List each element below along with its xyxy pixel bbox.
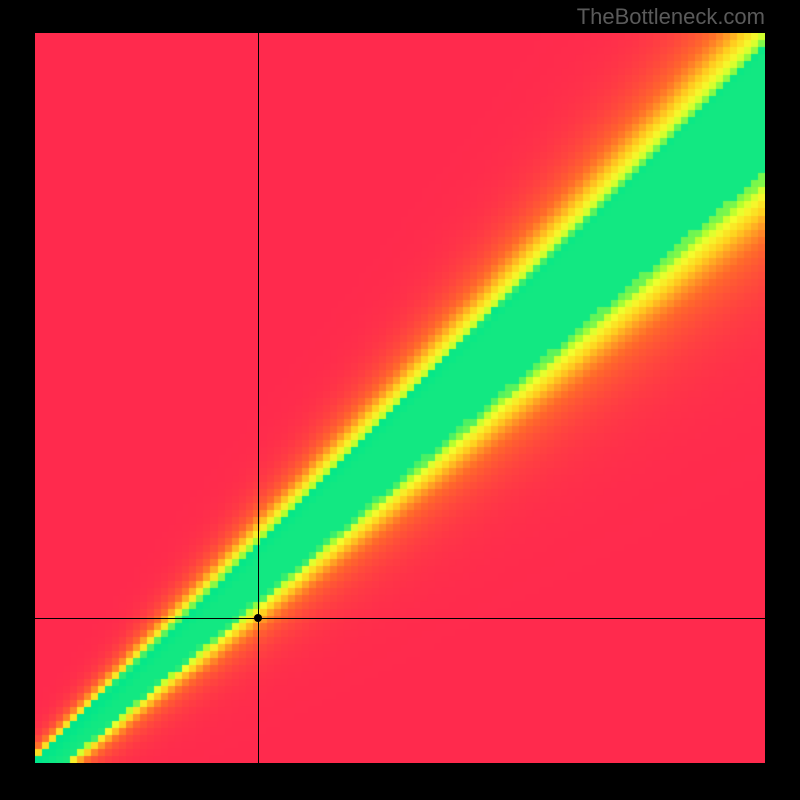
crosshair-vertical xyxy=(258,33,259,763)
plot-area xyxy=(35,33,765,763)
attribution-text: TheBottleneck.com xyxy=(577,4,765,30)
crosshair-horizontal xyxy=(35,618,765,619)
crosshair-marker xyxy=(254,614,262,622)
bottleneck-heatmap xyxy=(35,33,765,763)
